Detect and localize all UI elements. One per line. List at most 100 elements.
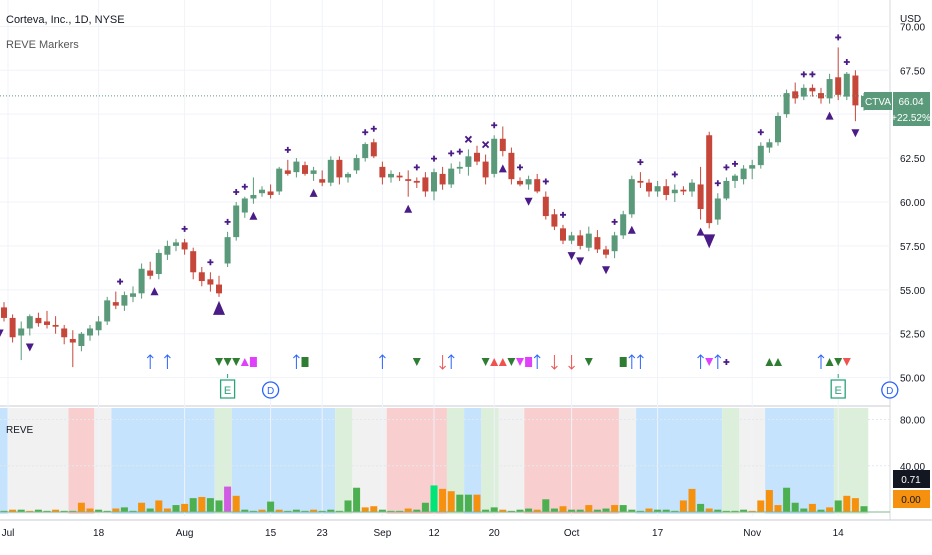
earnings-marker xyxy=(219,379,236,399)
sub-zone xyxy=(0,408,9,514)
candle-body xyxy=(26,316,33,329)
sub-zone xyxy=(618,408,637,514)
sub-bar xyxy=(413,509,421,512)
arrow-down-marker xyxy=(439,355,446,370)
down-triangle-marker xyxy=(25,343,34,352)
sub-bar xyxy=(490,507,498,512)
sub-bar xyxy=(361,507,369,512)
sub-bar xyxy=(292,509,300,512)
sub-bar xyxy=(241,509,249,512)
candle-body xyxy=(405,179,412,181)
candle-body xyxy=(293,161,300,173)
price-tick-label: 70.00 xyxy=(900,22,925,33)
sub-bar xyxy=(310,509,318,512)
candle-body xyxy=(1,307,7,318)
arrow-up-marker xyxy=(293,354,300,369)
candle-body xyxy=(147,270,154,276)
subpanel-title[interactable]: REVE xyxy=(6,425,34,436)
down-triangle-marker xyxy=(834,358,843,366)
candle-body xyxy=(52,324,59,327)
sub-bar xyxy=(17,509,25,512)
indicator-name[interactable]: REVE Markers xyxy=(6,39,79,51)
sub-zone xyxy=(481,408,499,514)
down-triangle-marker xyxy=(412,358,421,366)
arrow-down-marker xyxy=(551,355,558,370)
candle-body xyxy=(267,191,274,195)
price-tag xyxy=(893,92,930,126)
sub-bar xyxy=(396,510,404,512)
plus-marker xyxy=(723,164,730,171)
plus-marker xyxy=(370,125,377,132)
price-tick-label: 62.50 xyxy=(900,154,925,165)
plus-marker xyxy=(723,359,730,365)
candle-body xyxy=(637,180,644,183)
sub-bar xyxy=(26,510,34,512)
candle-body xyxy=(517,180,523,185)
sub-bar xyxy=(206,498,214,512)
sub-bar xyxy=(860,506,868,512)
up-triangle-marker xyxy=(490,358,499,366)
sub-value-text: 0.71 xyxy=(901,475,921,486)
candle-body xyxy=(138,268,145,294)
sub-bar xyxy=(731,510,739,512)
candle-body xyxy=(568,235,575,241)
candle-body xyxy=(465,156,472,167)
sub-bar xyxy=(172,505,180,512)
up-triangle-marker xyxy=(404,204,413,213)
sub-zone xyxy=(68,408,95,514)
candle-body xyxy=(757,145,764,166)
sub-bar xyxy=(679,500,687,512)
candle-body xyxy=(422,177,429,192)
down-triangle-marker xyxy=(0,329,4,337)
down-triangle-marker xyxy=(481,358,490,366)
candle-body xyxy=(654,186,661,192)
sub-tick-label: 40.00 xyxy=(900,462,925,473)
arrow-up-marker xyxy=(817,354,825,369)
sub-bar xyxy=(146,508,154,512)
candle-body xyxy=(542,196,549,217)
candle-body xyxy=(783,93,790,115)
arrow-up-marker xyxy=(533,354,541,369)
candle-body xyxy=(456,166,463,169)
sub-zone xyxy=(111,408,215,514)
plus-marker xyxy=(362,129,369,136)
sub-bar xyxy=(550,508,558,512)
candle-body xyxy=(336,159,343,178)
candle-body xyxy=(792,91,799,99)
price-tick-label: 57.50 xyxy=(900,242,925,253)
candle-body xyxy=(663,186,670,195)
sub-bar xyxy=(430,485,438,512)
plus-marker xyxy=(637,159,644,166)
candle-body xyxy=(35,317,42,324)
candle-body xyxy=(628,179,635,215)
candle-body xyxy=(319,179,326,183)
price-tag-change: +22.52% xyxy=(891,113,931,124)
sub-bar xyxy=(224,486,232,512)
dividend-marker-label: D xyxy=(267,386,274,397)
chart-title[interactable]: Corteva, Inc., 1D, NYSE xyxy=(6,14,125,26)
sub-bar xyxy=(533,509,541,512)
sub-bar xyxy=(783,487,791,512)
sub-bar xyxy=(353,487,361,512)
sub-zone xyxy=(335,408,353,514)
plus-marker xyxy=(809,71,816,78)
time-tick-label: 14 xyxy=(833,528,845,539)
sub-bar xyxy=(611,505,619,512)
candle-body xyxy=(482,161,489,178)
price-tick-label: 67.50 xyxy=(900,66,925,77)
sub-bar xyxy=(585,505,593,512)
arrow-up-marker xyxy=(637,354,644,369)
sub-bar xyxy=(722,510,730,512)
candle-body xyxy=(603,249,609,255)
candle-body xyxy=(818,93,824,99)
candle-body xyxy=(224,237,231,264)
down-triangle-marker xyxy=(705,358,714,366)
sub-zone xyxy=(231,408,336,514)
sub-bar xyxy=(843,495,851,512)
up-triangle-marker xyxy=(498,358,507,366)
sub-bar xyxy=(327,509,335,512)
sub-bar xyxy=(439,488,447,512)
arrow-up-marker xyxy=(379,354,386,369)
down-triangle-marker xyxy=(215,358,223,366)
